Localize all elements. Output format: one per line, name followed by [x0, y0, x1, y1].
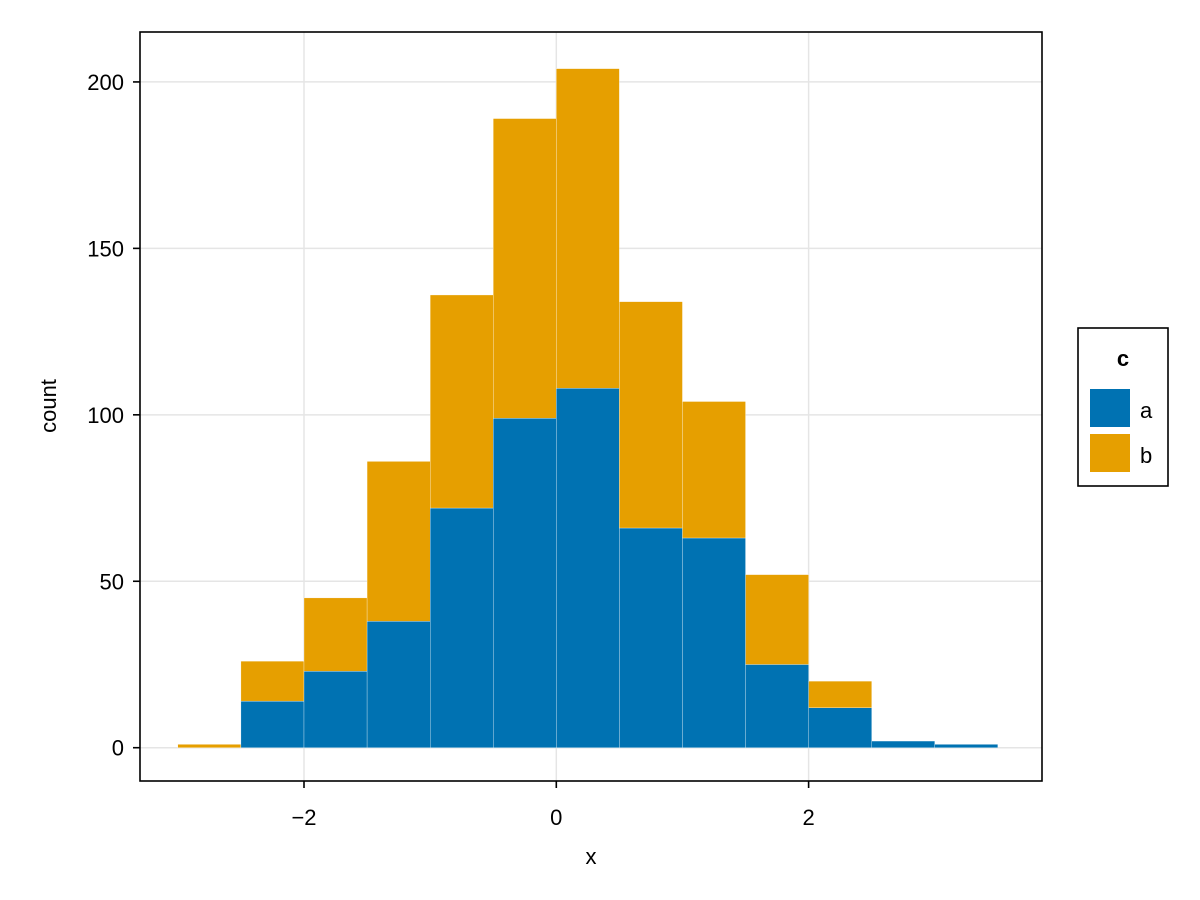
legend-title: c: [1117, 346, 1129, 371]
x-tick-label: 2: [802, 805, 814, 830]
bar-b-9: [745, 574, 809, 665]
legend-swatch-b: [1090, 434, 1130, 472]
bar-a-4: [430, 507, 494, 748]
bar-a-2: [303, 670, 368, 748]
bar-b-2: [303, 597, 368, 672]
bar-a-6: [556, 388, 620, 748]
y-tick-label: 50: [100, 569, 124, 594]
bar-b-5: [493, 118, 557, 419]
bar-a-5: [493, 418, 557, 748]
bar-b-1: [240, 661, 305, 702]
y-tick-label: 0: [112, 736, 124, 761]
legend-swatch-a: [1090, 389, 1130, 427]
bar-a-9: [745, 664, 809, 748]
bar-a-1: [240, 700, 305, 748]
bar-a-12: [934, 744, 998, 748]
bar-b-10: [808, 680, 872, 708]
legend-label-a: a: [1140, 398, 1153, 423]
x-tick-label: −2: [291, 805, 316, 830]
x-tick-label: 0: [550, 805, 562, 830]
y-tick-label: 150: [87, 236, 124, 261]
bars: [177, 68, 998, 748]
x-axis-label: x: [586, 844, 597, 869]
bar-b-3: [366, 461, 431, 622]
bar-b-7: [619, 301, 683, 529]
bar-a-10: [808, 707, 872, 748]
bar-a-8: [682, 537, 746, 748]
y-tick-label: 200: [87, 70, 124, 95]
legend-label-b: b: [1140, 443, 1152, 468]
y-tick-label: 100: [87, 403, 124, 428]
bar-a-11: [871, 740, 935, 748]
plot-frame: [139, 31, 1043, 782]
bar-a-7: [619, 527, 683, 748]
bar-a-3: [366, 621, 431, 748]
bar-b-6: [556, 68, 620, 389]
axis-ticks: −2 0 2 0 50 100 150 200: [87, 70, 814, 830]
legend: c a b: [1077, 327, 1169, 487]
bar-b-4: [430, 294, 494, 509]
bar-b-0: [177, 744, 242, 748]
bar-b-8: [682, 401, 746, 539]
y-axis-label: count: [36, 379, 61, 433]
